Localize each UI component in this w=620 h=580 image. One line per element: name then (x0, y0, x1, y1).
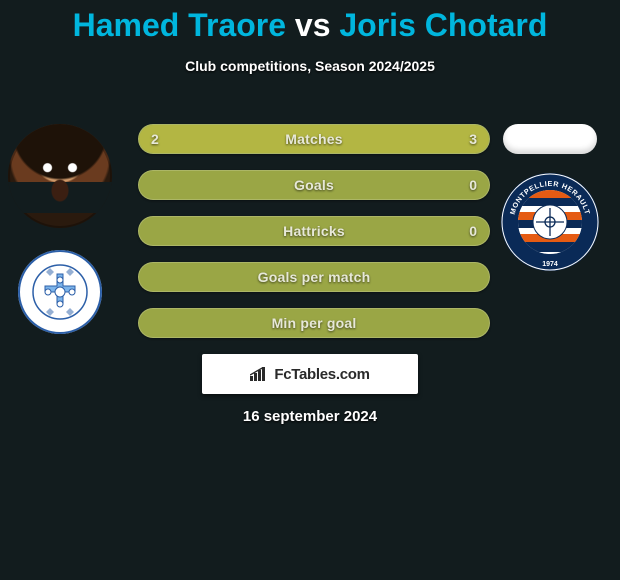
badge-year: 1974 (542, 261, 558, 268)
stat-label: Matches (139, 131, 489, 147)
auxerre-badge-icon (32, 264, 88, 320)
right-column: MONTPELLIER HERAULT SPORT CLUB (500, 124, 600, 272)
stat-row: Min per goal (138, 308, 490, 338)
brand-chip[interactable]: FcTables.com (202, 354, 418, 394)
player1-avatar (8, 124, 112, 228)
bar-chart-icon (250, 367, 268, 381)
stat-label: Hattricks (139, 223, 489, 239)
player2-club-badge: MONTPELLIER HERAULT SPORT CLUB (500, 172, 600, 272)
stat-row: Matches2 3 (138, 124, 490, 154)
vs-text: vs (295, 7, 331, 43)
player1-name: Hamed Traore (73, 7, 286, 43)
generation-date: 16 september 2024 (0, 408, 620, 425)
stat-label: Goals (139, 177, 489, 193)
brand-text: FcTables.com (274, 366, 369, 383)
comparison-title: Hamed Traore vs Joris Chotard (0, 0, 620, 44)
left-column (8, 124, 112, 334)
season-subtitle: Club competitions, Season 2024/2025 (0, 58, 620, 74)
stat-value-right: 0 (469, 177, 477, 193)
stat-value-left: 2 (151, 131, 159, 147)
stat-bars: Matches23Goals0Hattricks0Goals per match… (138, 124, 490, 354)
player2-name: Joris Chotard (339, 7, 547, 43)
stat-row: Goals per match (138, 262, 490, 292)
player2-avatar-placeholder (503, 124, 597, 154)
stat-label: Min per goal (139, 315, 489, 331)
stat-row: Goals0 (138, 170, 490, 200)
montpellier-badge-icon: MONTPELLIER HERAULT SPORT CLUB (500, 172, 600, 272)
stat-value-right: 3 (469, 131, 477, 147)
stat-value-right: 0 (469, 223, 477, 239)
stat-label: Goals per match (139, 269, 489, 285)
stat-row: Hattricks0 (138, 216, 490, 246)
player1-club-badge (18, 250, 102, 334)
